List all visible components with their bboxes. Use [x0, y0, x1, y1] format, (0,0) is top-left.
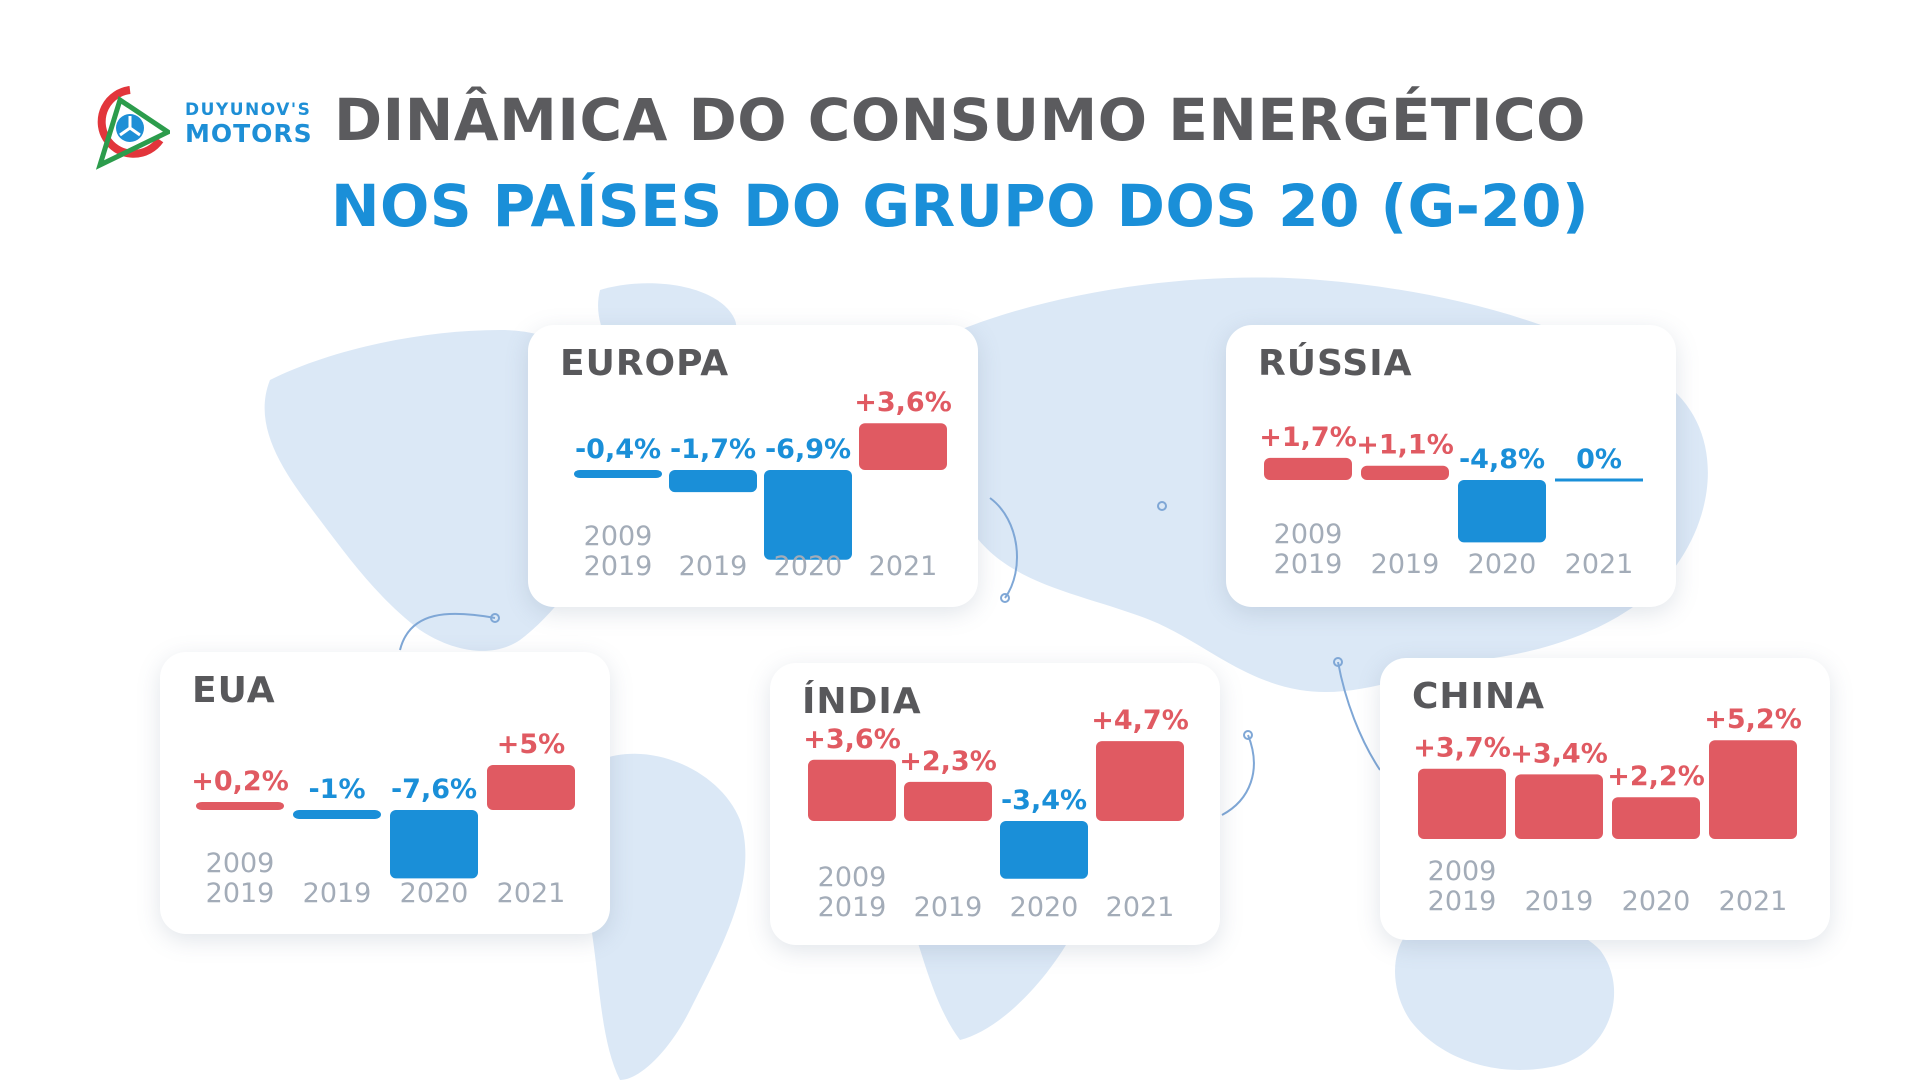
- tick-label: 2021: [1106, 892, 1175, 923]
- bar: [764, 470, 852, 560]
- logo-text-line1: DUYUNOV'S: [185, 100, 312, 120]
- duyunovs-motors-logo: DUYUNOV'S MOTORS: [90, 80, 320, 170]
- bar: [1096, 741, 1184, 821]
- bar: [1418, 768, 1506, 839]
- data-label: +3,6%: [854, 387, 952, 418]
- logo-icon: [95, 86, 174, 170]
- bar: [669, 470, 757, 493]
- australia-shape: [1395, 912, 1615, 1070]
- bar: [574, 470, 662, 478]
- chart-card-europa: EUROPA -0,4% 2009 2019 -1,7% 2019 -6,9% 2020 +3…: [528, 325, 978, 607]
- connector-line: [399, 612, 496, 651]
- bar: [808, 759, 896, 821]
- chart-title: RÚSSIA: [1258, 343, 1413, 384]
- tick-label: 2009: [584, 521, 653, 552]
- chart-card-china: CHINA +3,7% 2009 2019 +3,4% 2019 +2,2% 2020 +5,…: [1380, 658, 1830, 940]
- chart-title: EUA: [192, 670, 276, 711]
- tick-label: 2019: [914, 892, 983, 923]
- data-label: -4,8%: [1459, 444, 1545, 475]
- tick-label: 2021: [1565, 549, 1634, 580]
- bar: [390, 810, 478, 879]
- tick-label: 2009: [1428, 856, 1497, 887]
- data-label: +3,6%: [803, 724, 901, 755]
- logo-text-line2: MOTORS: [185, 119, 313, 148]
- bar: [196, 802, 284, 810]
- data-label: +5%: [497, 729, 565, 760]
- tick-label: 2009: [1274, 519, 1343, 550]
- connector-line: [1221, 734, 1255, 816]
- data-label: +4,7%: [1091, 705, 1189, 736]
- tick-label: 2021: [869, 551, 938, 582]
- connector-dot: [1243, 730, 1253, 740]
- data-label: -0,4%: [575, 434, 661, 465]
- bar: [1709, 740, 1797, 839]
- data-label: +3,4%: [1510, 738, 1608, 769]
- chart-title: CHINA: [1412, 676, 1545, 717]
- data-label: +2,2%: [1607, 761, 1705, 792]
- tick-label: 2020: [1010, 892, 1079, 923]
- chart-title: EUROPA: [560, 343, 730, 384]
- data-label: +5,2%: [1704, 704, 1802, 735]
- data-label: 0%: [1576, 444, 1622, 475]
- tick-label: 2019: [1274, 549, 1343, 580]
- bar: [1612, 797, 1700, 839]
- data-label: +1,7%: [1259, 422, 1357, 453]
- bar: [487, 765, 575, 810]
- tick-label: 2009: [818, 862, 887, 893]
- data-label: -3,4%: [1001, 785, 1087, 816]
- bar: [904, 781, 992, 821]
- tick-label: 2021: [1719, 886, 1788, 917]
- data-label: +2,3%: [899, 746, 997, 777]
- connector-line: [989, 497, 1018, 599]
- tick-label: 2019: [1525, 886, 1594, 917]
- tick-label: 2019: [206, 878, 275, 909]
- south-america-shape: [580, 753, 746, 1080]
- bar: [1515, 774, 1603, 839]
- data-label: +1,1%: [1356, 430, 1454, 461]
- data-label: +0,2%: [191, 766, 289, 797]
- tick-label: 2019: [584, 551, 653, 582]
- chart-card-eua: EUA +0,2% 2009 2019 -1% 2019 -7,6% 2020 +5% 2021: [160, 652, 610, 934]
- connector-dot: [1333, 657, 1343, 667]
- tick-label: 2020: [1622, 886, 1691, 917]
- bar: [1000, 821, 1088, 879]
- data-label: +3,7%: [1413, 733, 1511, 764]
- connector-dot: [1157, 501, 1167, 511]
- tick-label: 2019: [679, 551, 748, 582]
- data-label: -7,6%: [391, 774, 477, 805]
- bar: [293, 810, 381, 819]
- tick-label: 2019: [1371, 549, 1440, 580]
- tick-label: 2020: [774, 551, 843, 582]
- tick-label: 2019: [1428, 886, 1497, 917]
- tick-label: 2009: [206, 848, 275, 879]
- data-label: -1,7%: [670, 434, 756, 465]
- tick-label: 2020: [400, 878, 469, 909]
- data-label: -6,9%: [765, 434, 851, 465]
- bar: [859, 423, 947, 470]
- bar: [1264, 457, 1352, 480]
- chart-card-russia: RÚSSIA +1,7% 2009 2019 +1,1% 2019 -4,8% 2020 0%…: [1226, 325, 1676, 607]
- bar: [1361, 465, 1449, 480]
- page-title: DINÂMICA DO CONSUMO ENERGÉTICO: [334, 86, 1586, 154]
- bar: [1458, 480, 1546, 543]
- chart-title: ÍNDIA: [802, 681, 922, 722]
- tick-label: 2021: [497, 878, 566, 909]
- data-label: -1%: [308, 774, 365, 805]
- connector-dot: [490, 613, 500, 623]
- connector-dot: [1000, 593, 1010, 603]
- tick-label: 2020: [1468, 549, 1537, 580]
- connector-line: [1337, 661, 1381, 771]
- chart-card-india: ÍNDIA +3,6% 2009 2019 +2,3% 2019 -3,4% 2020 +4,…: [770, 663, 1220, 945]
- tick-label: 2019: [303, 878, 372, 909]
- page-subtitle: NOS PAÍSES DO GRUPO DOS 20 (G-20): [330, 172, 1590, 240]
- tick-label: 2019: [818, 892, 887, 923]
